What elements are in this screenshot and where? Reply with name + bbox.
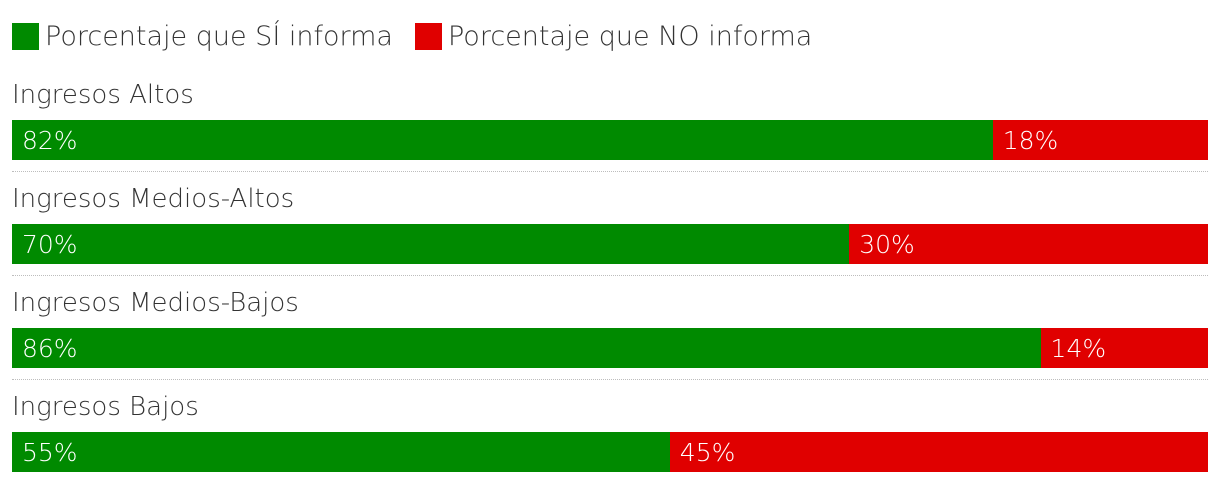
bar-row: Ingresos Medios-Bajos 86% 14%: [12, 284, 1208, 388]
stacked-bar: 82% 18%: [12, 120, 1208, 160]
bar-segment-yes: 82%: [12, 120, 993, 160]
bar-segment-no: 45%: [669, 432, 1208, 472]
legend-swatch-yes: [12, 22, 39, 50]
legend-item-no: Porcentaje que NO informa: [414, 20, 813, 52]
category-label: Ingresos Medios-Bajos: [12, 288, 299, 318]
category-label: Ingresos Bajos: [12, 392, 199, 422]
bar-segment-no: 18%: [992, 120, 1208, 160]
legend-label-no: Porcentaje que NO informa: [447, 20, 813, 52]
data-label-yes: 70%: [22, 229, 78, 259]
bar-segment-yes: 55%: [12, 432, 670, 472]
stacked-bar: 86% 14%: [12, 328, 1208, 368]
stacked-bar: 70% 30%: [12, 224, 1208, 264]
data-label-no: 30%: [859, 229, 915, 259]
stacked-bar: 55% 45%: [12, 432, 1208, 472]
row-divider: [12, 379, 1208, 380]
data-label-yes: 86%: [22, 333, 78, 363]
category-label: Ingresos Medios-Altos: [12, 184, 295, 214]
data-label-no: 45%: [679, 437, 736, 467]
bar-segment-no: 14%: [1040, 328, 1208, 368]
bar-segment-yes: 86%: [12, 328, 1041, 368]
data-label-no: 14%: [1050, 333, 1107, 363]
legend-item-yes: Porcentaje que SÍ informa: [12, 21, 393, 52]
category-label: Ingresos Altos: [12, 80, 194, 110]
chart-legend: Porcentaje que SÍ informa Porcentaje que…: [12, 16, 812, 56]
bar-row: Ingresos Altos 82% 18%: [12, 76, 1208, 180]
bar-segment-yes: 70%: [12, 224, 850, 264]
data-label-no: 18%: [1002, 125, 1059, 155]
data-label-yes: 82%: [22, 125, 78, 155]
bar-segment-no: 30%: [849, 224, 1208, 264]
bar-row: Ingresos Medios-Altos 70% 30%: [12, 180, 1208, 284]
row-divider: [12, 275, 1208, 276]
data-label-yes: 55%: [22, 437, 78, 467]
row-divider: [12, 171, 1208, 172]
legend-swatch-no: [414, 22, 442, 50]
stacked-bar-chart: Ingresos Altos 82% 18% Ingresos Medios-Alto…: [12, 76, 1208, 492]
legend-label-yes: Porcentaje que SÍ informa: [45, 20, 393, 52]
bar-row: Ingresos Bajos 55% 45%: [12, 388, 1208, 492]
